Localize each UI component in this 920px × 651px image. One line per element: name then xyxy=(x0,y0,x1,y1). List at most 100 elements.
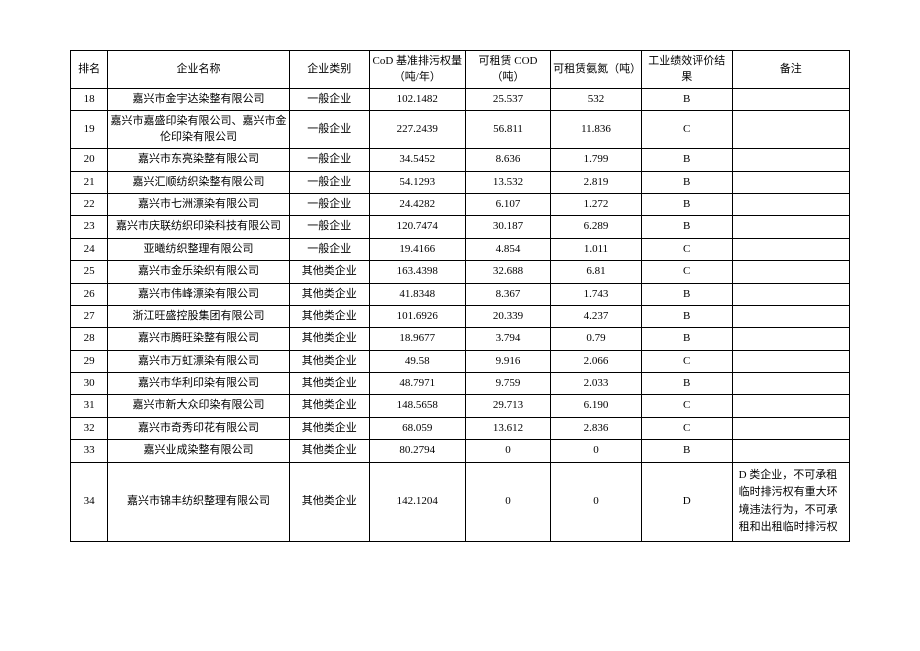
cell-remark xyxy=(732,149,849,171)
cell-nh: 1.011 xyxy=(551,238,642,260)
cell-cod_rent: 6.107 xyxy=(465,193,550,215)
cell-eval: C xyxy=(641,350,732,372)
cell-rank: 21 xyxy=(71,171,108,193)
cell-eval: B xyxy=(641,373,732,395)
cell-nh: 1.799 xyxy=(551,149,642,171)
cell-remark xyxy=(732,350,849,372)
cell-cod_base: 101.6926 xyxy=(369,305,465,327)
cell-cod_base: 80.2794 xyxy=(369,440,465,462)
cell-cod_rent: 56.811 xyxy=(465,111,550,149)
table-row: 18嘉兴市金宇达染整有限公司一般企业102.148225.537532B xyxy=(71,89,850,111)
cell-nh: 2.033 xyxy=(551,373,642,395)
cell-remark xyxy=(732,111,849,149)
cell-eval: B xyxy=(641,149,732,171)
cell-nh: 1.743 xyxy=(551,283,642,305)
cell-type: 一般企业 xyxy=(289,238,369,260)
table-row: 30嘉兴市华利印染有限公司其他类企业48.79719.7592.033B xyxy=(71,373,850,395)
cell-cod_base: 120.7474 xyxy=(369,216,465,238)
cell-rank: 22 xyxy=(71,193,108,215)
table-row: 24亚曦纺织整理有限公司一般企业19.41664.8541.011C xyxy=(71,238,850,260)
cell-rank: 25 xyxy=(71,261,108,283)
cell-type: 一般企业 xyxy=(289,216,369,238)
cell-rank: 23 xyxy=(71,216,108,238)
cell-name: 嘉兴市七洲漂染有限公司 xyxy=(108,193,289,215)
cell-name: 嘉兴市新大众印染有限公司 xyxy=(108,395,289,417)
cell-type: 其他类企业 xyxy=(289,373,369,395)
cell-cod_rent: 0 xyxy=(465,440,550,462)
cell-nh: 2.836 xyxy=(551,417,642,439)
cell-cod_rent: 0 xyxy=(465,462,550,541)
cell-type: 其他类企业 xyxy=(289,350,369,372)
cell-remark xyxy=(732,89,849,111)
cell-rank: 31 xyxy=(71,395,108,417)
cell-type: 其他类企业 xyxy=(289,305,369,327)
cell-type: 一般企业 xyxy=(289,89,369,111)
table-row: 29嘉兴市万虹漂染有限公司其他类企业49.589.9162.066C xyxy=(71,350,850,372)
cell-type: 其他类企业 xyxy=(289,261,369,283)
cell-cod_base: 48.7971 xyxy=(369,373,465,395)
cell-remark xyxy=(732,238,849,260)
cell-cod_base: 54.1293 xyxy=(369,171,465,193)
cell-eval: B xyxy=(641,216,732,238)
cell-rank: 30 xyxy=(71,373,108,395)
table-row: 26嘉兴市伟峰漂染有限公司其他类企业41.83488.3671.743B xyxy=(71,283,850,305)
table-row: 25嘉兴市金乐染织有限公司其他类企业163.439832.6886.81C xyxy=(71,261,850,283)
cell-nh: 6.190 xyxy=(551,395,642,417)
cell-nh: 6.81 xyxy=(551,261,642,283)
cell-name: 嘉兴市腾旺染整有限公司 xyxy=(108,328,289,350)
cell-cod_rent: 13.612 xyxy=(465,417,550,439)
cell-eval: B xyxy=(641,89,732,111)
cell-remark xyxy=(732,373,849,395)
cell-name: 嘉兴市嘉盛印染有限公司、嘉兴市金伦印染有限公司 xyxy=(108,111,289,149)
col-name: 企业名称 xyxy=(108,51,289,89)
cell-type: 其他类企业 xyxy=(289,328,369,350)
cell-nh: 6.289 xyxy=(551,216,642,238)
table-row: 22嘉兴市七洲漂染有限公司一般企业24.42826.1071.272B xyxy=(71,193,850,215)
cell-cod_rent: 25.537 xyxy=(465,89,550,111)
cell-name: 嘉兴市锦丰纺织整理有限公司 xyxy=(108,462,289,541)
cell-eval: B xyxy=(641,328,732,350)
cell-remark xyxy=(732,328,849,350)
cell-rank: 19 xyxy=(71,111,108,149)
cell-rank: 29 xyxy=(71,350,108,372)
cell-eval: C xyxy=(641,395,732,417)
cell-eval: B xyxy=(641,193,732,215)
cell-type: 一般企业 xyxy=(289,193,369,215)
cell-type: 其他类企业 xyxy=(289,395,369,417)
table-row: 32嘉兴市奇秀印花有限公司其他类企业68.05913.6122.836C xyxy=(71,417,850,439)
cell-eval: D xyxy=(641,462,732,541)
cell-name: 嘉兴市金乐染织有限公司 xyxy=(108,261,289,283)
cell-rank: 26 xyxy=(71,283,108,305)
cell-nh: 11.836 xyxy=(551,111,642,149)
cell-nh: 0.79 xyxy=(551,328,642,350)
col-eval: 工业绩效评价结果 xyxy=(641,51,732,89)
cell-eval: C xyxy=(641,261,732,283)
cell-nh: 0 xyxy=(551,462,642,541)
col-cod-base: CoD 基准排污权量（吨/年） xyxy=(369,51,465,89)
cell-name: 嘉兴市金宇达染整有限公司 xyxy=(108,89,289,111)
cell-cod_rent: 9.759 xyxy=(465,373,550,395)
cell-rank: 18 xyxy=(71,89,108,111)
cell-name: 嘉兴汇顺纺织染整有限公司 xyxy=(108,171,289,193)
cell-eval: C xyxy=(641,417,732,439)
cell-cod_rent: 9.916 xyxy=(465,350,550,372)
cell-cod_rent: 13.532 xyxy=(465,171,550,193)
cell-remark xyxy=(732,193,849,215)
cell-remark xyxy=(732,216,849,238)
cell-name: 嘉兴市奇秀印花有限公司 xyxy=(108,417,289,439)
cell-cod_rent: 30.187 xyxy=(465,216,550,238)
cell-nh: 1.272 xyxy=(551,193,642,215)
col-remark: 备注 xyxy=(732,51,849,89)
cell-rank: 33 xyxy=(71,440,108,462)
cell-remark xyxy=(732,440,849,462)
cell-cod_base: 18.9677 xyxy=(369,328,465,350)
cell-eval: C xyxy=(641,111,732,149)
cell-rank: 27 xyxy=(71,305,108,327)
table-row: 34嘉兴市锦丰纺织整理有限公司其他类企业142.120400DD 类企业，不可承… xyxy=(71,462,850,541)
cell-name: 嘉兴市万虹漂染有限公司 xyxy=(108,350,289,372)
cell-type: 其他类企业 xyxy=(289,417,369,439)
cell-cod_base: 68.059 xyxy=(369,417,465,439)
cell-nh: 0 xyxy=(551,440,642,462)
cell-remark xyxy=(732,417,849,439)
cell-nh: 532 xyxy=(551,89,642,111)
